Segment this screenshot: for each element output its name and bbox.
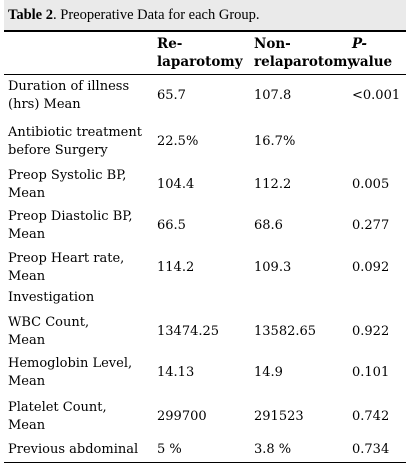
row-label: Antibiotic treatment before Surgery — [8, 125, 142, 158]
table-row: Previous abdominal 5 % 3.8 % 0.734 — [4, 441, 406, 459]
header-p-line2: value — [352, 54, 393, 70]
row-label: Duration of illness (hrs) Mean — [8, 79, 130, 112]
table-caption-label: Table 2 — [8, 7, 53, 23]
non-relaparotomy-value: 16.7% — [254, 134, 296, 149]
table-row: Duration of illness (hrs) Mean 65.7 107.8 <… — [4, 78, 406, 114]
table-row: Antibiotic treatment before Surgery 22.5%… — [4, 124, 406, 160]
table-row: Investigation — [4, 289, 406, 307]
relaparotomy-value: 66.5 — [157, 218, 186, 233]
table-header: Re-laparotomy Non-relaparotomy P-value — [4, 32, 406, 75]
row-label: Preop Diastolic BP, Mean — [8, 209, 133, 242]
relaparotomy-value: 14.13 — [157, 365, 195, 380]
p-value: <0.001 — [352, 88, 401, 103]
header-non-relaparotomy: Non-relaparotomy — [254, 35, 355, 71]
row-label: Preop Heart rate, Mean — [8, 251, 125, 284]
relaparotomy-value: 114.2 — [157, 260, 195, 275]
table-row: Preop Systolic BP, Mean 104.4 112.2 0.005 — [4, 167, 406, 203]
relaparotomy-value: 13474.25 — [157, 324, 220, 339]
table-caption-text: . Preoperative Data for each Group. — [53, 7, 260, 23]
table-row: WBC Count, Mean 13474.25 13582.65 0.922 — [4, 314, 406, 350]
non-relaparotomy-value: 109.3 — [254, 260, 292, 275]
row-label: Investigation — [8, 290, 95, 305]
table-row: Hemoglobin Level, Mean 14.13 14.9 0.101 — [4, 355, 406, 391]
p-value: 0.922 — [352, 324, 390, 339]
row-label: Preop Systolic BP, Mean — [8, 168, 127, 201]
p-value: 0.005 — [352, 177, 390, 192]
table-row: Preop Diastolic BP, Mean 66.5 68.6 0.277 — [4, 208, 406, 244]
header-relaparotomy: Re-laparotomy — [157, 35, 243, 71]
row-label: Previous abdominal — [8, 442, 139, 457]
row-label: WBC Count, Mean — [8, 315, 90, 348]
header-p-line1: P- — [352, 36, 368, 52]
relaparotomy-value: 65.7 — [157, 88, 186, 103]
header-p-value: P-value — [352, 35, 392, 71]
non-relaparotomy-value: 68.6 — [254, 218, 283, 233]
row-label: Hemoglobin Level, Mean — [8, 356, 133, 389]
p-value: 0.277 — [352, 218, 390, 233]
relaparotomy-value: 5 % — [157, 442, 182, 457]
relaparotomy-value: 299700 — [157, 409, 207, 424]
header-nonrelap-line1: Non- — [254, 36, 291, 52]
table-bottom-rule — [4, 462, 406, 463]
header-relap-line2: laparotomy — [157, 54, 243, 70]
table-row: Preop Heart rate, Mean 114.2 109.3 0.092 — [4, 250, 406, 286]
header-relap-line1: Re- — [157, 36, 183, 52]
non-relaparotomy-value: 112.2 — [254, 177, 292, 192]
p-value: 0.734 — [352, 442, 390, 457]
non-relaparotomy-value: 3.8 % — [254, 442, 292, 457]
row-label: Platelet Count, Mean — [8, 400, 107, 433]
p-value: 0.742 — [352, 409, 390, 424]
p-value: 0.092 — [352, 260, 390, 275]
relaparotomy-value: 22.5% — [157, 134, 199, 149]
non-relaparotomy-value: 14.9 — [254, 365, 283, 380]
non-relaparotomy-value: 291523 — [254, 409, 304, 424]
header-nonrelap-line2: relaparotomy — [254, 54, 356, 70]
p-value: 0.101 — [352, 365, 390, 380]
non-relaparotomy-value: 107.8 — [254, 88, 292, 103]
non-relaparotomy-value: 13582.65 — [254, 324, 317, 339]
table-row: Platelet Count, Mean 299700 291523 0.742 — [4, 399, 406, 435]
relaparotomy-value: 104.4 — [157, 177, 195, 192]
table-caption: Table 2. Preoperative Data for each Grou… — [4, 0, 406, 32]
